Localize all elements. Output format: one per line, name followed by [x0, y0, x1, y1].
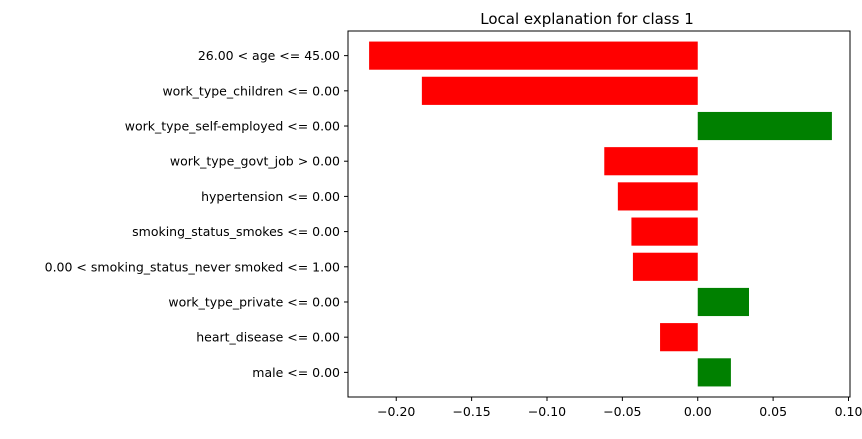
x-tick-label-5: 0.05 [759, 404, 787, 419]
bar-2 [697, 111, 832, 141]
bar-8 [660, 323, 698, 352]
bar-3 [604, 147, 698, 176]
bars-layer [369, 41, 832, 387]
x-tick-label-6: 0.10 [835, 404, 862, 419]
y-tick-label-5: smoking_status_smokes <= 0.00 [132, 224, 340, 239]
x-tick-label-3: −0.05 [603, 404, 641, 419]
y-tick-label-8: heart_disease <= 0.00 [196, 330, 340, 345]
x-tick-label-0: −0.20 [377, 404, 415, 419]
y-tick-label-7: work_type_private <= 0.00 [168, 294, 340, 309]
x-tick-label-1: −0.15 [452, 404, 490, 419]
plot-frame [347, 30, 851, 398]
y-tick-label-2: work_type_self-employed <= 0.00 [125, 119, 340, 134]
y-tick-label-4: hypertension <= 0.00 [201, 189, 340, 204]
y-axis-labels: 26.00 < age <= 45.00 work_type_children <… [45, 48, 348, 380]
bar-7 [697, 287, 749, 317]
bar-9 [697, 358, 731, 387]
y-tick-label-9: male <= 0.00 [252, 365, 340, 380]
y-tick-label-3: work_type_govt_job > 0.00 [170, 154, 340, 169]
y-tick-label-6: 0.00 < smoking_status_never smoked <= 1.… [45, 259, 340, 274]
bar-1 [421, 76, 698, 105]
bar-4 [617, 182, 698, 211]
x-tick-label-4: 0.00 [684, 404, 712, 419]
bar-0 [369, 41, 698, 70]
chart-title: Local explanation for class 1 [480, 10, 694, 28]
bar-5 [631, 217, 698, 246]
x-axis: −0.20 −0.15 −0.10 −0.05 0.00 0.05 0.10 [377, 397, 862, 419]
bar-6 [632, 252, 698, 281]
y-tick-label-1: work_type_children <= 0.00 [162, 83, 340, 98]
y-tick-label-0: 26.00 < age <= 45.00 [198, 48, 340, 63]
x-tick-label-2: −0.10 [528, 404, 566, 419]
